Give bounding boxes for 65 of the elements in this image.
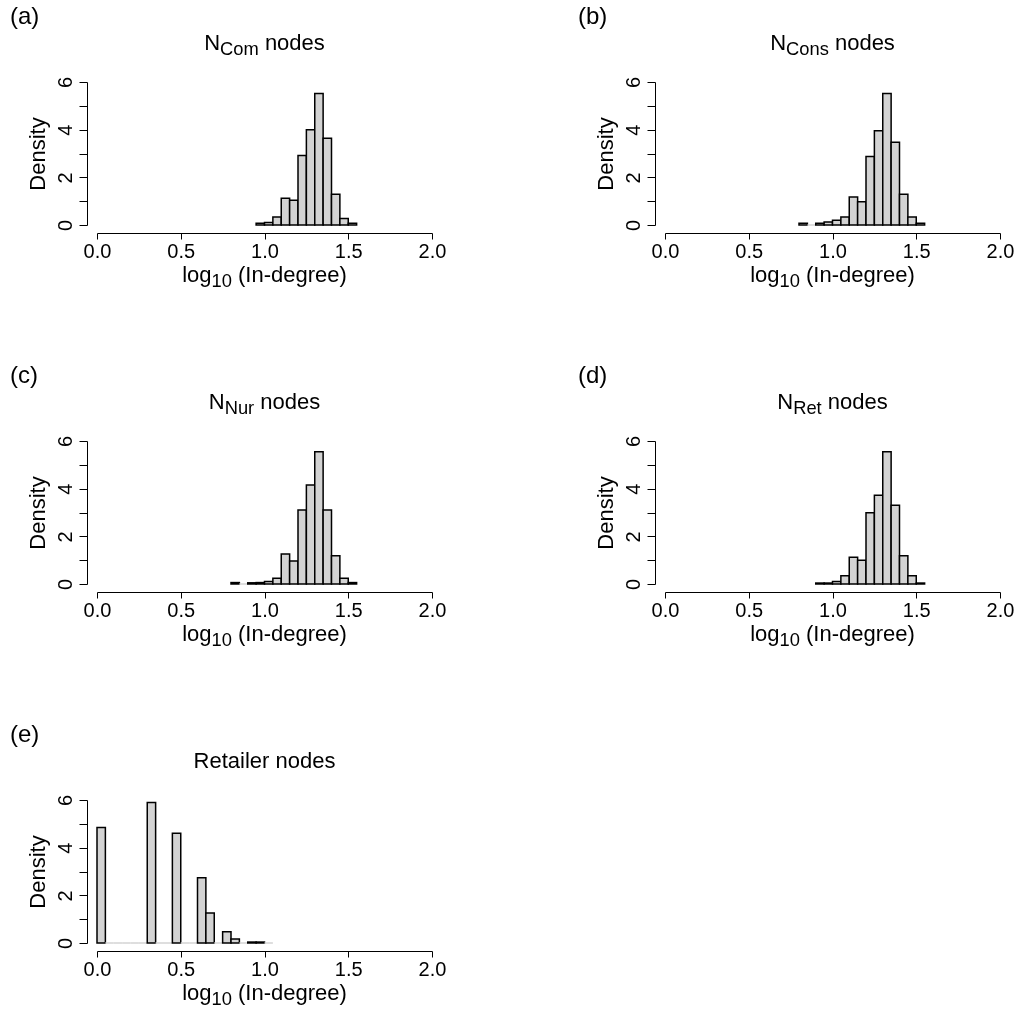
x-tick-label: 2.0 [418, 239, 447, 262]
text: (a) [10, 2, 40, 30]
y-tick-label: 2 [53, 890, 76, 902]
x-tick-label: 1.5 [334, 598, 363, 621]
x-tick-label: 1.0 [251, 598, 279, 621]
x-tick-label: 0.5 [735, 239, 764, 262]
y-tick-label: 6 [621, 435, 644, 448]
x-tick-label: 1.5 [334, 239, 363, 262]
x-tick-label: 1.0 [251, 239, 279, 262]
y-tick-label: 0 [621, 578, 644, 591]
y-tick-label: 0 [53, 219, 76, 232]
y-axis-title: Density [592, 476, 618, 550]
x-axis-title: log$_{10}$ (In-degree) [749, 621, 916, 652]
y-tick-label: 2 [53, 172, 76, 184]
x-tick-label: 1.5 [902, 239, 931, 262]
x-tick-label: 1.5 [334, 957, 363, 980]
x-tick-label: 0.5 [167, 239, 196, 262]
y-tick-label: 4 [621, 483, 644, 495]
x-tick-label: 0.5 [167, 957, 196, 980]
x-tick-label: 0.0 [83, 957, 112, 980]
y-tick-label: 2 [621, 172, 644, 184]
chart-title: N$_{Ret}$ nodes [776, 389, 889, 420]
chart-title: Retailer nodes [192, 748, 337, 774]
y-tick-label: 6 [53, 76, 76, 89]
y-axis-title: Density [592, 117, 618, 191]
text: (c) [10, 361, 38, 389]
x-tick-label: 2.0 [418, 957, 447, 980]
x-tick-label: 2.0 [986, 239, 1015, 262]
y-axis-title: Density [24, 476, 50, 550]
y-tick-label: 4 [53, 124, 76, 136]
x-tick-label: 1.5 [902, 598, 931, 621]
x-axis-title: log$_{10}$ (In-degree) [181, 262, 348, 293]
chart-title: N$_{Com}$ nodes [203, 30, 326, 61]
x-tick-label: 2.0 [986, 598, 1015, 621]
x-axis-title: log$_{10}$ (In-degree) [749, 262, 916, 293]
y-tick-label: 0 [621, 219, 644, 232]
chart-title: N$_{Nur}$ nodes [207, 389, 322, 420]
y-tick-label: 2 [53, 531, 76, 543]
x-tick-label: 1.0 [819, 598, 847, 621]
text: (e) [10, 720, 40, 748]
x-tick-label: 2.0 [418, 598, 447, 621]
y-tick-label: 2 [621, 531, 644, 543]
y-tick-label: 0 [53, 937, 76, 950]
y-tick-label: 6 [621, 76, 644, 89]
y-tick-label: 6 [53, 435, 76, 448]
x-tick-label: 0.0 [651, 239, 680, 262]
y-tick-label: 4 [621, 124, 644, 136]
x-tick-label: 1.0 [819, 239, 847, 262]
x-tick-label: 0.0 [83, 598, 112, 621]
y-axis-title: Density [24, 117, 50, 191]
x-axis-title: log$_{10}$ (In-degree) [181, 621, 348, 652]
y-tick-label: 4 [53, 842, 76, 854]
x-tick-label: 1.0 [251, 957, 279, 980]
x-tick-label: 0.5 [735, 598, 764, 621]
x-tick-label: 0.0 [83, 239, 112, 262]
chart-title: N$_{Cons}$ nodes [769, 30, 896, 61]
x-axis-title: log$_{10}$ (In-degree) [181, 980, 348, 1011]
x-tick-label: 0.0 [651, 598, 680, 621]
x-tick-label: 0.5 [167, 598, 196, 621]
y-axis-title: Density [24, 835, 50, 909]
text: (b) [578, 2, 608, 30]
y-tick-label: 0 [53, 578, 76, 591]
y-tick-label: 6 [53, 794, 76, 807]
text: (d) [578, 361, 608, 389]
y-tick-label: 4 [53, 483, 76, 495]
